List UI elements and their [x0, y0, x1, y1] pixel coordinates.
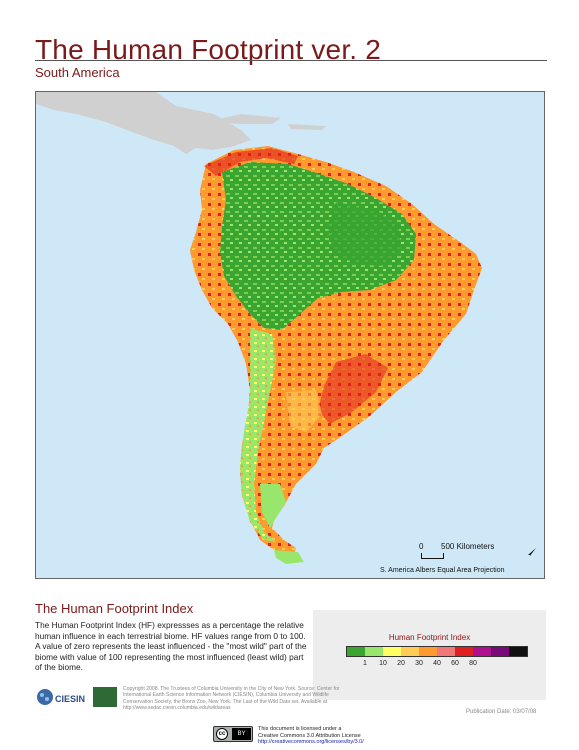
scale-bar-graphic [421, 553, 444, 559]
cc-by-icon: BY [232, 728, 251, 740]
caribbean-island [288, 124, 326, 130]
caribbean-island [206, 114, 281, 124]
legend-swatch [419, 647, 437, 656]
legend-swatch [383, 647, 401, 656]
legend-ticks: 1 10 20 30 40 60 80 [346, 660, 546, 670]
legend-tick-label: 10 [379, 660, 387, 667]
ciesin-logo[interactable]: CIESIN [35, 687, 91, 707]
license-text: This document is licensed under a Creati… [258, 726, 364, 746]
legend-tick-label: 60 [451, 660, 459, 667]
license-link[interactable]: http://creativecommons.org/licenses/by/3… [258, 739, 364, 746]
central-america-land [36, 92, 251, 154]
publication-date: Publication Date: 03/07/08 [466, 709, 537, 715]
map-frame[interactable] [35, 91, 545, 579]
ciesin-logo-text: CIESIN [55, 694, 85, 704]
legend-swatch [455, 647, 473, 656]
copyright-text: Copyright 2008. The Trustees of Columbia… [123, 686, 340, 712]
legend-tick-label: 40 [433, 660, 441, 667]
legend-tick-label: 30 [415, 660, 423, 667]
high-impact-region [318, 354, 388, 424]
legend-swatch [473, 647, 491, 656]
north-arrow-icon [527, 544, 537, 562]
wild-patch [328, 202, 402, 266]
wcs-logo[interactable] [93, 687, 117, 707]
scale-bar: 0 500 Kilometers [419, 542, 519, 562]
logo-group: CIESIN [35, 687, 117, 707]
legend-swatch [491, 647, 509, 656]
amazon-wild-region [220, 162, 416, 330]
legend-tick-label: 1 [363, 660, 367, 667]
pampas-region [286, 390, 322, 432]
scale-distance-label: 500 Kilometers [441, 542, 495, 551]
legend-swatch [347, 647, 365, 656]
creative-commons-badge[interactable]: cc BY [213, 726, 253, 742]
legend-swatch [365, 647, 383, 656]
scale-zero-label: 0 [419, 542, 424, 551]
legend-title: Human Footprint Index [388, 633, 471, 642]
index-description: The Human Footprint Index (HF) expressse… [35, 620, 307, 673]
map-title: The Human Footprint ver. 2 [35, 34, 382, 65]
title-rule [35, 60, 547, 61]
legend-color-bar [346, 646, 528, 657]
legend-tick-label: 20 [397, 660, 405, 667]
patagonia-region [260, 484, 286, 528]
legend-tick-label: 80 [469, 660, 477, 667]
cc-icon: cc [216, 728, 228, 740]
map-subtitle: South America [35, 65, 120, 80]
andes-region [240, 328, 276, 542]
license-line-1: This document is licensed under a [258, 726, 342, 732]
index-heading: The Human Footprint Index [35, 601, 194, 616]
legend-swatch [401, 647, 419, 656]
coast-impact [204, 148, 298, 176]
projection-label: S. America Albers Equal Area Projection [380, 567, 505, 574]
tierra-del-fuego [274, 550, 304, 564]
legend-panel: Human Footprint Index 1 10 20 30 40 60 80 [313, 610, 546, 700]
license-line-2: Creative Commons 3.0 Attribution License [258, 732, 361, 739]
legend-swatch [509, 647, 527, 656]
south-america-map[interactable] [36, 92, 545, 579]
legend-swatch [437, 647, 455, 656]
